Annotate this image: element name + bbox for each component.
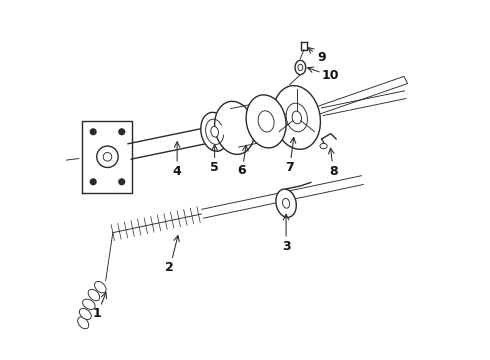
Text: 1: 1 (93, 307, 101, 320)
Text: 8: 8 (329, 165, 338, 177)
Text: 6: 6 (238, 165, 246, 177)
Ellipse shape (95, 282, 106, 293)
Text: 2: 2 (165, 261, 174, 274)
Ellipse shape (283, 198, 290, 208)
Circle shape (119, 129, 124, 135)
Ellipse shape (77, 317, 89, 329)
Ellipse shape (215, 101, 255, 154)
Text: 3: 3 (282, 240, 291, 253)
Ellipse shape (258, 111, 274, 132)
Ellipse shape (79, 309, 91, 320)
Polygon shape (267, 114, 295, 133)
Ellipse shape (88, 289, 99, 301)
Ellipse shape (286, 103, 307, 132)
Circle shape (90, 129, 96, 135)
Ellipse shape (292, 111, 301, 124)
Ellipse shape (276, 189, 296, 217)
Circle shape (90, 179, 96, 185)
Ellipse shape (320, 143, 327, 149)
Ellipse shape (298, 64, 303, 71)
Text: 5: 5 (210, 161, 219, 174)
Ellipse shape (201, 112, 228, 151)
Circle shape (119, 179, 124, 185)
Text: 7: 7 (285, 161, 294, 174)
Ellipse shape (295, 60, 306, 75)
Text: 9: 9 (317, 51, 326, 64)
Text: 4: 4 (173, 165, 181, 177)
Ellipse shape (273, 86, 320, 149)
Text: 10: 10 (321, 69, 339, 82)
Ellipse shape (83, 299, 95, 310)
Ellipse shape (246, 95, 286, 148)
Ellipse shape (211, 126, 219, 137)
